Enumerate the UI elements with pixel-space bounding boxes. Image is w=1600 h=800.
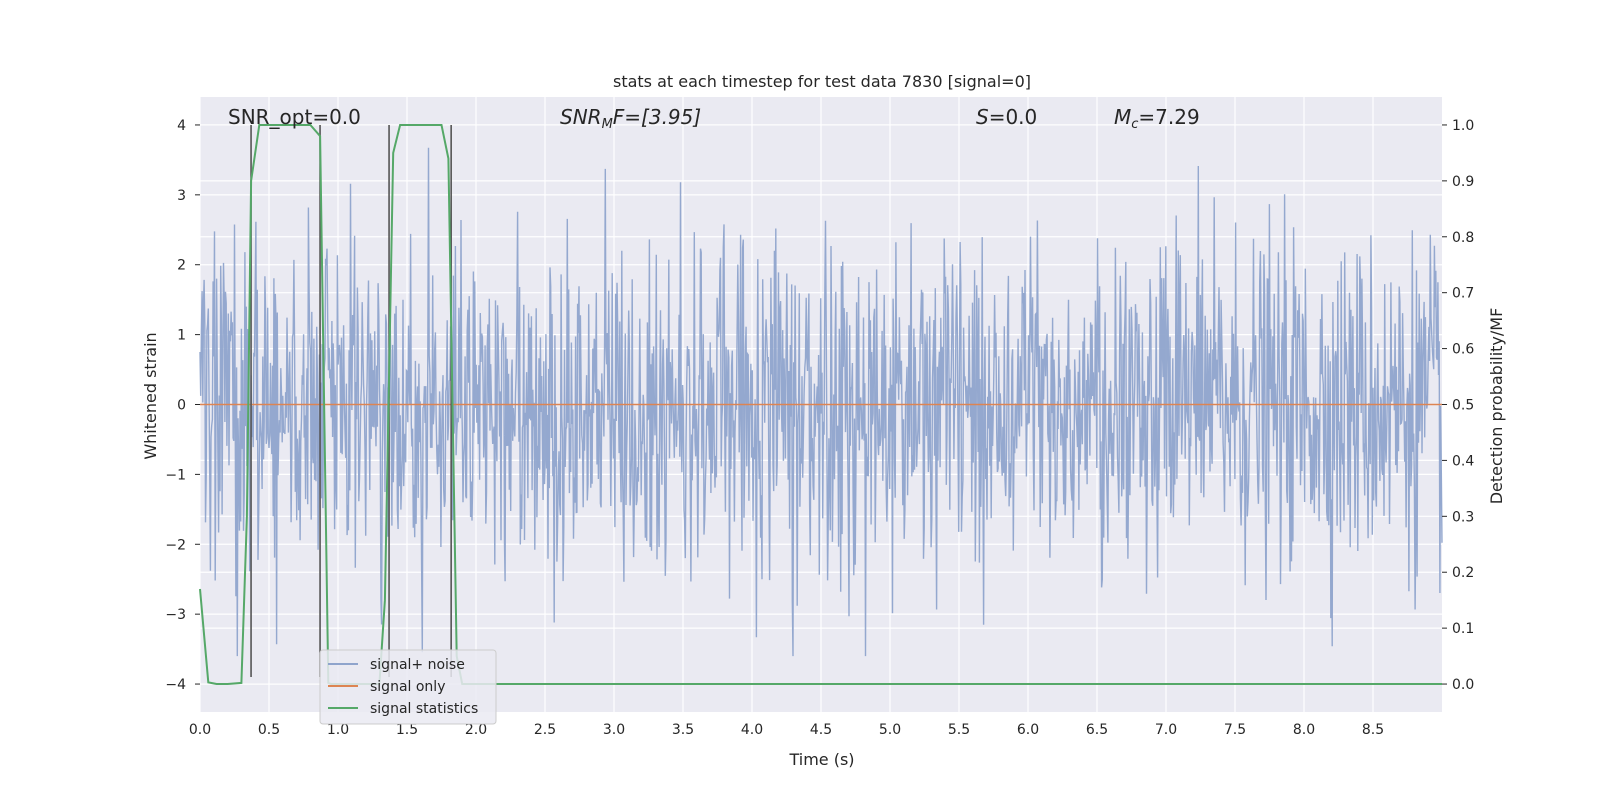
y2-axis-label: Detection probability/MF: [1487, 308, 1506, 505]
y-tick-label: 4: [177, 118, 186, 134]
x-tick-label: 6.5: [1086, 722, 1108, 738]
x-tick-label: 1.5: [396, 722, 418, 738]
y-tick-label: −1: [165, 467, 186, 483]
x-tick-label: 2.0: [465, 722, 487, 738]
y-tick-label: 0: [177, 398, 186, 414]
annotation-mc-sub: c: [1131, 117, 1138, 132]
x-axis-label: Time (s): [788, 750, 854, 769]
annotation-snr-mf-base: SNR: [560, 105, 602, 129]
legend: signal+ noise signal only signal statist…: [319, 649, 497, 725]
annotation-snr-mf-rest: F=[3.95]: [613, 105, 701, 129]
x-tick-label: 5.0: [879, 722, 901, 738]
legend-label-statistics: signal statistics: [370, 701, 478, 717]
x-tick-label: 1.0: [327, 722, 349, 738]
y2-tick-label: 0.6: [1452, 342, 1474, 358]
x-tick-label: 6.0: [1017, 722, 1039, 738]
annotation-mc-value: =7.29: [1138, 105, 1199, 129]
annotation-mc-symbol: M: [1114, 105, 1131, 129]
y2-tick-label: 0.1: [1452, 621, 1474, 637]
y-tick-label: 2: [177, 258, 186, 274]
chart-title: stats at each timestep for test data 783…: [613, 72, 1031, 91]
x-tick-label: 0.0: [189, 722, 211, 738]
annotation-s-value: =0.0: [989, 105, 1038, 129]
x-tick-label: 7.5: [1224, 722, 1246, 738]
y-axis-label: Whitened strain: [141, 332, 160, 459]
y2-tick-label: 0.3: [1452, 509, 1474, 525]
annotation-mc: Mc=7.29: [1114, 105, 1200, 132]
annotation-snr-mf: SNRMF=[3.95]: [560, 105, 701, 132]
legend-box: [319, 649, 497, 725]
annotation-snr-mf-sub: M: [602, 117, 613, 132]
x-tick-label: 8.0: [1293, 722, 1315, 738]
y2-tick-label: 0.8: [1452, 230, 1474, 246]
y-tick-label: −3: [165, 607, 186, 623]
x-tick-label: 7.0: [1155, 722, 1177, 738]
y2-tick-label: 0.0: [1452, 677, 1474, 693]
y2-axis-ticks: 1.0 0.9 0.8 0.7 0.6 0.5 0.4 0.3 0.2 0.1 0.0: [1442, 118, 1474, 693]
y-tick-label: −2: [165, 537, 186, 553]
annotation-snr-opt: SNR_opt=0.0: [228, 105, 361, 129]
x-axis-ticks: 0.0 0.5 1.0 1.5 2.0 2.5 3.0 3.5 4.0 4.5 5.0 5.5 6.0 6…: [189, 722, 1384, 738]
y2-tick-label: 0.7: [1452, 286, 1474, 302]
y2-tick-label: 0.9: [1452, 174, 1474, 190]
y2-tick-label: 1.0: [1452, 118, 1474, 134]
y2-tick-label: 0.5: [1452, 398, 1474, 414]
y-tick-label: 1: [177, 328, 186, 344]
legend-label-noise: signal+ noise: [370, 657, 465, 673]
x-tick-label: 4.5: [810, 722, 832, 738]
y-tick-label: −4: [165, 677, 186, 693]
x-tick-label: 4.0: [741, 722, 763, 738]
x-tick-label: 5.5: [948, 722, 970, 738]
legend-label-signal: signal only: [370, 679, 445, 695]
annotation-s: S=0.0: [976, 105, 1037, 129]
y2-tick-label: 0.4: [1452, 453, 1474, 469]
noise-line: [199, 147, 1443, 657]
x-tick-label: 3.5: [672, 722, 694, 738]
x-tick-label: 8.5: [1362, 722, 1384, 738]
series-signal-noise: [199, 147, 1443, 657]
x-tick-label: 2.5: [534, 722, 556, 738]
y2-tick-label: 0.2: [1452, 565, 1474, 581]
y-tick-label: 3: [177, 188, 186, 204]
x-tick-label: 3.0: [603, 722, 625, 738]
y-axis-ticks: 4 3 2 1 0 −1 −2 −3 −4: [165, 118, 200, 693]
annotation-s-symbol: S: [976, 105, 989, 129]
x-tick-label: 0.5: [258, 722, 280, 738]
